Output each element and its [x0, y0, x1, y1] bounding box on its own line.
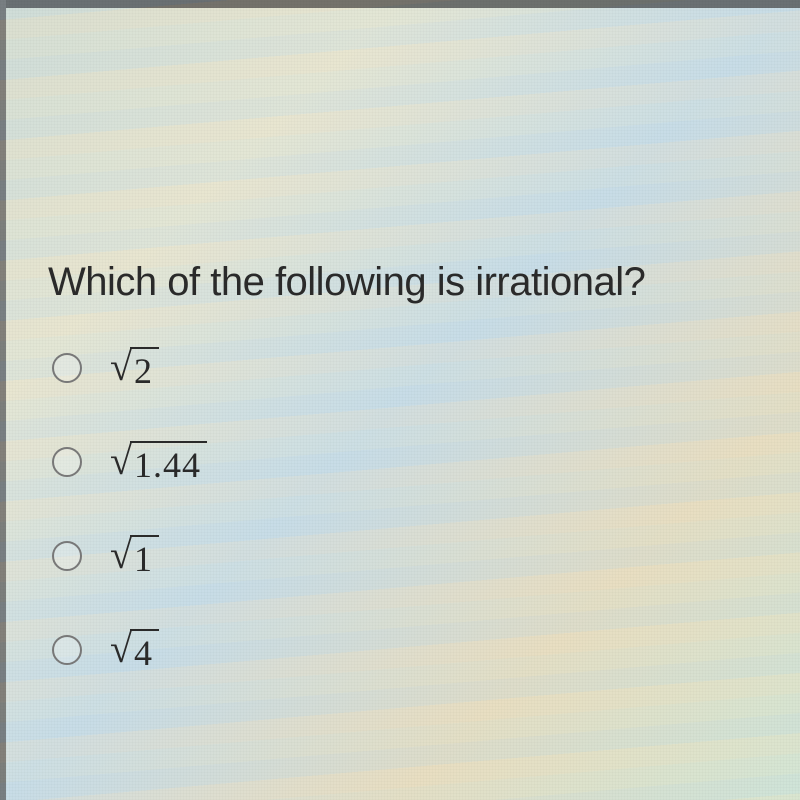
- radicand-value: 4: [130, 629, 159, 671]
- options-list: √ 2 √ 1.44 √ 1 √ 4: [48, 347, 760, 671]
- radical-icon: √: [110, 443, 132, 479]
- option-row[interactable]: √ 4: [52, 629, 760, 671]
- radicand-value: 1.44: [130, 441, 207, 483]
- radical-icon: √: [110, 537, 132, 573]
- option-math: √ 2: [110, 347, 159, 389]
- question-text: Which of the following is irrational?: [48, 260, 760, 305]
- option-row[interactable]: √ 2: [52, 347, 760, 389]
- radio-button[interactable]: [52, 635, 82, 665]
- option-math: √ 1: [110, 535, 159, 577]
- radio-button[interactable]: [52, 447, 82, 477]
- option-math: √ 4: [110, 629, 159, 671]
- radical-icon: √: [110, 349, 132, 385]
- question-container: Which of the following is irrational? √ …: [0, 0, 800, 711]
- option-row[interactable]: √ 1: [52, 535, 760, 577]
- radicand-value: 1: [130, 535, 159, 577]
- radical-icon: √: [110, 631, 132, 667]
- option-row[interactable]: √ 1.44: [52, 441, 760, 483]
- option-math: √ 1.44: [110, 441, 207, 483]
- radicand-value: 2: [130, 347, 159, 389]
- radio-button[interactable]: [52, 541, 82, 571]
- radio-button[interactable]: [52, 353, 82, 383]
